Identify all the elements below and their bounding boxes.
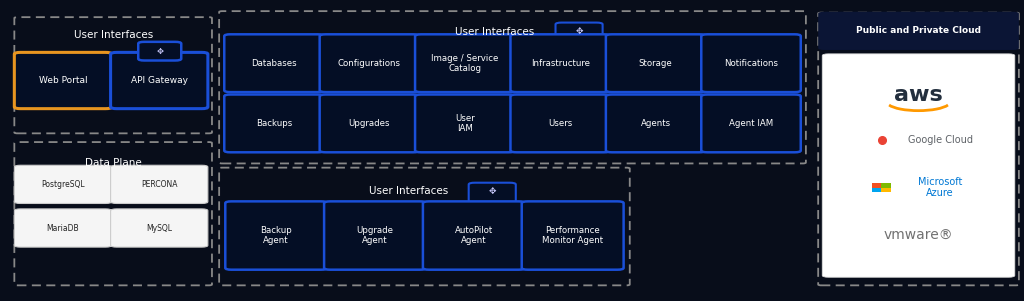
Text: Agent IAM: Agent IAM: [729, 119, 773, 128]
Text: MariaDB: MariaDB: [47, 224, 79, 233]
FancyBboxPatch shape: [111, 209, 208, 247]
Text: Image / Service
Catalog: Image / Service Catalog: [431, 54, 499, 73]
Text: Performance
Monitor Agent: Performance Monitor Agent: [542, 226, 603, 245]
FancyBboxPatch shape: [415, 34, 514, 92]
Text: PostgreSQL: PostgreSQL: [41, 180, 85, 189]
Text: Upgrade
Agent: Upgrade Agent: [356, 226, 393, 245]
FancyBboxPatch shape: [224, 34, 324, 92]
FancyBboxPatch shape: [319, 95, 419, 152]
FancyBboxPatch shape: [555, 23, 602, 45]
Text: Google Cloud: Google Cloud: [907, 135, 973, 145]
FancyBboxPatch shape: [701, 95, 801, 152]
Text: API Gateway: API Gateway: [131, 76, 187, 85]
FancyBboxPatch shape: [14, 209, 112, 247]
FancyBboxPatch shape: [606, 34, 706, 92]
Text: Users: Users: [548, 119, 572, 128]
FancyBboxPatch shape: [111, 165, 208, 203]
Bar: [882, 188, 891, 192]
FancyBboxPatch shape: [521, 201, 624, 270]
Text: MySQL: MySQL: [146, 224, 172, 233]
FancyBboxPatch shape: [701, 34, 801, 92]
Text: aws: aws: [894, 85, 943, 105]
FancyBboxPatch shape: [469, 183, 516, 205]
Text: vmware®: vmware®: [884, 229, 953, 243]
FancyBboxPatch shape: [423, 201, 525, 270]
FancyBboxPatch shape: [818, 12, 1019, 50]
Text: Infrastructure: Infrastructure: [530, 59, 590, 68]
FancyBboxPatch shape: [822, 54, 1015, 277]
FancyBboxPatch shape: [14, 52, 112, 109]
Text: User Interfaces: User Interfaces: [74, 29, 153, 40]
FancyBboxPatch shape: [14, 165, 112, 203]
Text: Upgrades: Upgrades: [348, 119, 390, 128]
Text: ✥: ✥: [157, 47, 163, 56]
Text: Backup
Agent: Backup Agent: [260, 226, 292, 245]
Text: PERCONA: PERCONA: [141, 180, 177, 189]
Text: AutoPilot
Agent: AutoPilot Agent: [455, 226, 493, 245]
Text: Storage: Storage: [639, 59, 673, 68]
Text: Databases: Databases: [251, 59, 297, 68]
Text: Agents: Agents: [641, 119, 671, 128]
FancyBboxPatch shape: [224, 95, 324, 152]
FancyBboxPatch shape: [510, 34, 610, 92]
FancyBboxPatch shape: [415, 95, 514, 152]
FancyBboxPatch shape: [606, 95, 706, 152]
FancyBboxPatch shape: [510, 95, 610, 152]
Text: Data Plane: Data Plane: [85, 157, 141, 168]
Text: Microsoft
Azure: Microsoft Azure: [918, 177, 963, 198]
Text: Backups: Backups: [256, 119, 292, 128]
Bar: [871, 188, 881, 192]
Bar: [882, 184, 891, 188]
FancyBboxPatch shape: [324, 201, 426, 270]
Text: ✥: ✥: [575, 27, 583, 36]
Text: User Interfaces: User Interfaces: [369, 186, 447, 196]
FancyBboxPatch shape: [319, 34, 419, 92]
Text: Notifications: Notifications: [724, 59, 778, 68]
FancyBboxPatch shape: [111, 52, 208, 109]
Text: ✥: ✥: [488, 187, 496, 196]
FancyBboxPatch shape: [225, 201, 328, 270]
FancyBboxPatch shape: [138, 42, 181, 61]
Text: Web Portal: Web Portal: [39, 76, 87, 85]
Text: User
IAM: User IAM: [455, 114, 475, 133]
Text: Public and Private Cloud: Public and Private Cloud: [856, 26, 981, 35]
Text: Configurations: Configurations: [338, 59, 401, 68]
Text: User Interfaces: User Interfaces: [456, 26, 535, 37]
Bar: [871, 184, 881, 188]
